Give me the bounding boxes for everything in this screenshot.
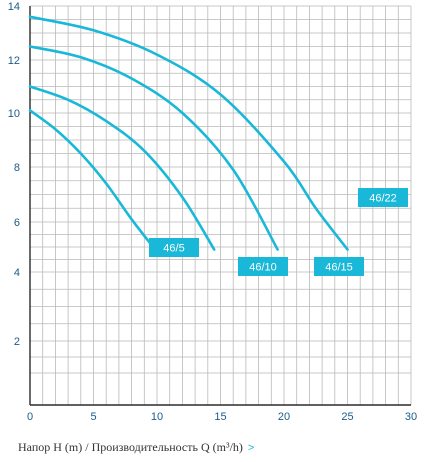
- series-label-box-46-5: [149, 238, 199, 257]
- y-tick-label: 2: [14, 336, 20, 348]
- x-tick-label: 10: [151, 411, 163, 423]
- series-label-box-46-10: [238, 257, 288, 276]
- y-axis-ticks: 2 4 6 8 10 12 14: [8, 1, 20, 348]
- grid: [30, 5, 412, 405]
- y-tick-label: 8: [14, 162, 20, 174]
- series-line-46-10: [28, 85, 216, 251]
- series-label-46-22: 46/22: [369, 193, 397, 205]
- series-labels: 46/5 46/10 46/15 46/22: [149, 188, 408, 276]
- y-tick-label: 10: [8, 108, 20, 120]
- axis-caption: Напор H (m) / Производительность Q (m³/h…: [18, 440, 254, 455]
- x-tick-label: 20: [278, 411, 290, 423]
- series-label-46-5: 46/5: [163, 243, 184, 255]
- x-tick-label: 5: [90, 411, 96, 423]
- series-label-46-10: 46/10: [249, 262, 277, 274]
- series-line-46-5: [28, 109, 159, 254]
- x-tick-label: 25: [341, 411, 353, 423]
- series-label-box-46-22: [358, 188, 408, 207]
- x-axis-ticks: 0 5 10 15 20 25 30: [27, 411, 417, 423]
- x-tick-label: 30: [405, 411, 417, 423]
- y-tick-label: 12: [8, 55, 20, 67]
- series-line-46-15: [28, 45, 279, 251]
- series-line-46-22: [28, 15, 349, 251]
- series-label-box-46-15: [314, 257, 364, 276]
- caption-text: Напор H (m) / Производительность Q (m³/h…: [18, 440, 243, 454]
- x-tick-label: 0: [27, 411, 33, 423]
- y-tick-label: 6: [14, 217, 20, 229]
- axes: [29, 6, 411, 406]
- x-tick-label: 15: [214, 411, 226, 423]
- y-tick-label: 14: [8, 1, 20, 13]
- y-tick-label: 4: [14, 267, 20, 279]
- series-label-46-15: 46/15: [325, 262, 353, 274]
- chevron-right-icon[interactable]: >: [247, 442, 255, 454]
- series-lines: [28, 15, 349, 254]
